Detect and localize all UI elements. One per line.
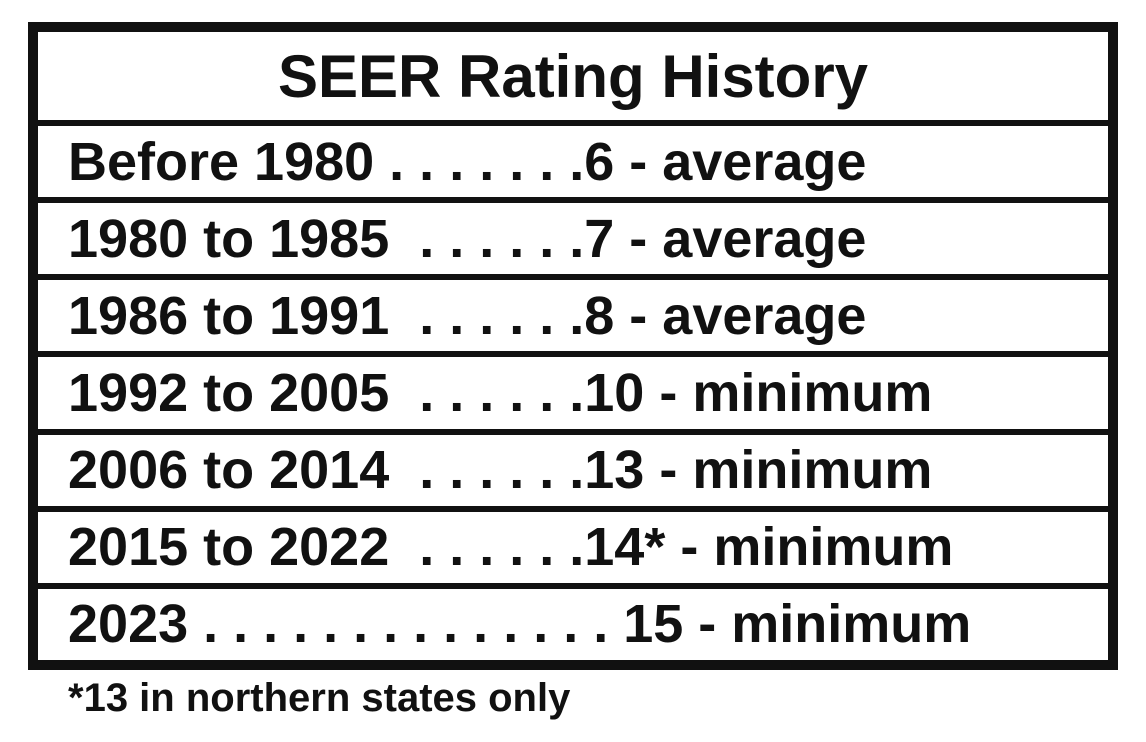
table-row: 1980 to 1985 . . . . . .7 - average (38, 203, 1108, 275)
table-row: 2023 . . . . . . . . . . . . . . 15 - mi… (38, 588, 1108, 660)
table-row: 1986 to 1991 . . . . . .8 - average (38, 280, 1108, 352)
footnote: *13 in northern states only (68, 676, 571, 720)
table-title: SEER Rating History (38, 32, 1108, 120)
table-row: 2015 to 2022 . . . . . .14* - minimum (38, 511, 1108, 583)
table-row: Before 1980 . . . . . . .6 - average (38, 126, 1108, 198)
seer-table: SEER Rating History Before 1980 . . . . … (28, 22, 1118, 670)
table-row: 2006 to 2014 . . . . . .13 - minimum (38, 434, 1108, 506)
table-row: 1992 to 2005 . . . . . .10 - minimum (38, 357, 1108, 429)
